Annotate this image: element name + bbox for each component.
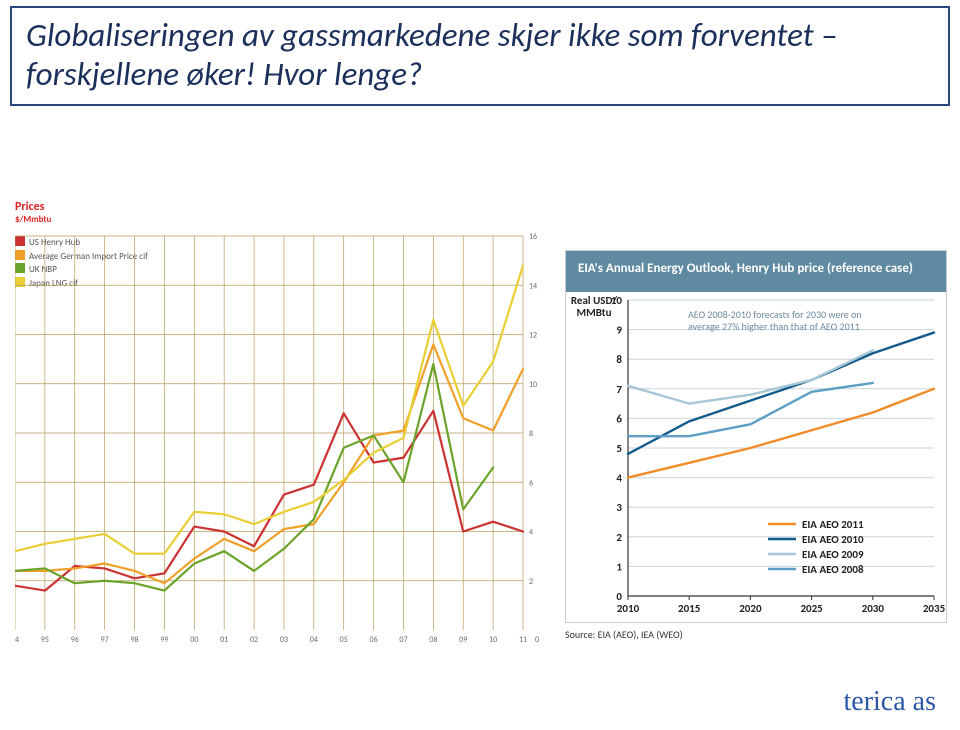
svg-text:00: 00 [190, 635, 198, 645]
svg-text:MMBtu: MMBtu [576, 306, 611, 319]
svg-text:5: 5 [616, 442, 622, 455]
svg-text:8: 8 [529, 429, 533, 439]
svg-text:9: 9 [616, 323, 622, 336]
svg-text:04: 04 [310, 635, 318, 645]
svg-text:08: 08 [429, 635, 437, 645]
svg-text:97: 97 [101, 635, 109, 645]
svg-text:EIA AEO 2008: EIA AEO 2008 [802, 563, 864, 576]
right-chart-header: EIA's Annual Energy Outlook, Henry Hub p… [566, 251, 946, 292]
svg-text:03: 03 [280, 635, 288, 645]
title-box: Globaliseringen av gassmarkedene skjer i… [10, 6, 950, 106]
svg-text:EIA AEO 2010: EIA AEO 2010 [802, 533, 864, 546]
svg-text:0: 0 [535, 635, 539, 645]
svg-text:12: 12 [529, 331, 537, 341]
svg-text:4: 4 [529, 528, 533, 538]
right-chart-body: 012345678910Real USD/MMBtu20102015202020… [566, 292, 946, 622]
prices-axis-label: Prices $/Mmbtu [15, 200, 51, 225]
svg-text:99: 99 [160, 635, 168, 645]
svg-text:02: 02 [250, 635, 258, 645]
svg-text:10: 10 [489, 635, 497, 645]
svg-text:94: 94 [15, 635, 19, 645]
svg-text:2030: 2030 [862, 602, 885, 615]
prices-label: Prices [15, 200, 51, 214]
svg-text:2015: 2015 [678, 602, 701, 615]
svg-text:2020: 2020 [739, 602, 762, 615]
svg-text:6: 6 [529, 478, 533, 488]
svg-text:11: 11 [519, 635, 527, 645]
svg-text:EIA AEO 2009: EIA AEO 2009 [802, 548, 864, 561]
svg-text:98: 98 [130, 635, 138, 645]
svg-text:09: 09 [459, 635, 467, 645]
svg-text:10: 10 [529, 380, 537, 390]
svg-text:05: 05 [340, 635, 348, 645]
svg-text:2025: 2025 [800, 602, 823, 615]
svg-text:95: 95 [41, 635, 49, 645]
left-chart: 2 4 6 8 10 12 14 16 94 95 96 97 98 99 00 01 02 03 04 05 06 07… [15, 233, 555, 648]
svg-text:1: 1 [616, 560, 622, 573]
svg-text:2: 2 [616, 531, 622, 544]
right-chart-source: Source: EIA (AEO), IEA (WEO) [565, 628, 683, 641]
svg-text:2035: 2035 [923, 602, 946, 615]
logo: terica as [844, 686, 937, 718]
right-chart: 012345678910Real USD/MMBtu20102015202020… [566, 292, 946, 622]
page-title: Globaliseringen av gassmarkedene skjer i… [26, 16, 934, 94]
svg-text:2: 2 [529, 577, 533, 587]
svg-text:8: 8 [616, 353, 622, 366]
svg-text:06: 06 [370, 635, 378, 645]
svg-text:16: 16 [529, 233, 537, 242]
right-chart-box: EIA's Annual Energy Outlook, Henry Hub p… [565, 250, 947, 623]
svg-text:14: 14 [529, 281, 537, 291]
svg-text:01: 01 [220, 635, 228, 645]
svg-text:EIA AEO 2011: EIA AEO 2011 [802, 518, 864, 531]
svg-text:07: 07 [399, 635, 407, 645]
svg-text:6: 6 [616, 412, 622, 425]
svg-text:average 27% higher than that o: average 27% higher than that of AEO 2011 [688, 320, 860, 333]
svg-text:3: 3 [616, 501, 622, 514]
svg-text:96: 96 [71, 635, 79, 645]
svg-text:2010: 2010 [617, 602, 640, 615]
svg-text:7: 7 [616, 383, 622, 396]
prices-unit: $/Mmbtu [15, 214, 51, 225]
svg-text:4: 4 [616, 471, 622, 484]
